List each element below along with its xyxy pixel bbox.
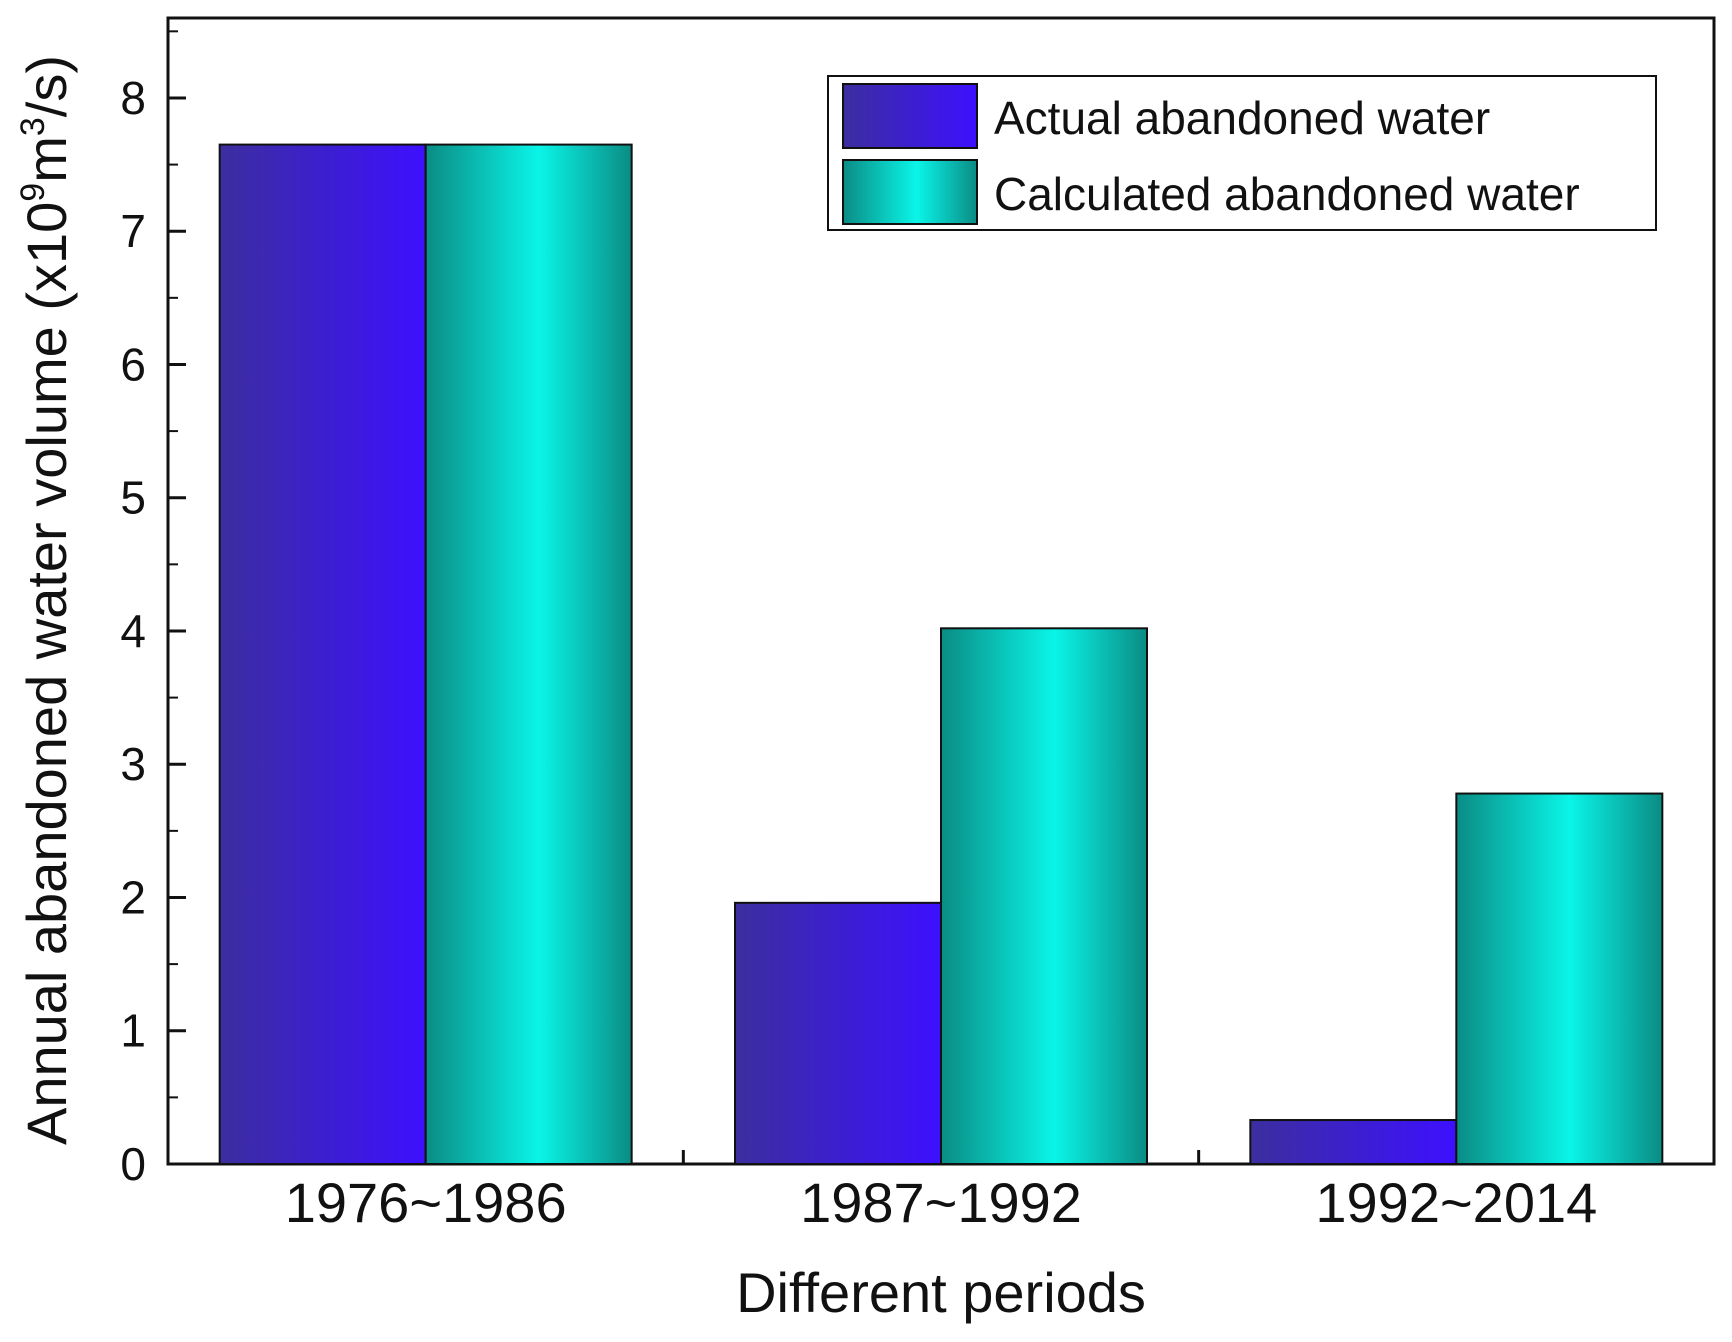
y-axis-ticks: 0 1 2 3 4 5 6 7 8 bbox=[120, 30, 186, 1190]
x-axis-title: Different periods bbox=[736, 1261, 1146, 1324]
legend: Actual abandoned water Calculated abando… bbox=[827, 75, 1657, 231]
y-tick-label: 7 bbox=[120, 205, 146, 257]
bar-actual-2 bbox=[734, 901, 942, 1165]
y-axis-title: Annual abandoned water volume (x109m3/s) bbox=[14, 55, 78, 1145]
y-tick-label: 2 bbox=[120, 871, 146, 923]
x-axis-ticks bbox=[681, 1150, 1201, 1164]
x-tick-label: 1976~1986 bbox=[285, 1171, 567, 1234]
bar-actual-3 bbox=[1249, 1119, 1458, 1166]
legend-label-calculated: Calculated abandoned water bbox=[994, 168, 1580, 220]
y-tick-label: 0 bbox=[120, 1138, 146, 1190]
legend-swatch-calculated bbox=[842, 159, 978, 225]
bars-group bbox=[218, 143, 1664, 1166]
y-tick-label: 5 bbox=[120, 472, 146, 524]
legend-label-actual: Actual abandoned water bbox=[994, 92, 1490, 144]
y-tick-label: 8 bbox=[120, 72, 146, 124]
y-tick-label: 3 bbox=[120, 738, 146, 790]
legend-swatch-actual bbox=[842, 83, 978, 149]
x-tick-label: 1987~1992 bbox=[800, 1171, 1082, 1234]
y-tick-label: 1 bbox=[120, 1005, 146, 1057]
y-axis-title-exp2: 3 bbox=[14, 117, 52, 136]
y-tick-label: 4 bbox=[120, 605, 146, 657]
y-axis-title-unit: m bbox=[15, 136, 78, 183]
bar-calculated-2 bbox=[940, 627, 1148, 1165]
bar-actual-1 bbox=[218, 143, 427, 1165]
y-axis-title-exp1: 9 bbox=[14, 183, 52, 202]
bar-calculated-3 bbox=[1455, 792, 1664, 1165]
x-tick-label: 1992~2014 bbox=[1315, 1171, 1597, 1234]
y-axis-title-tail: /s) bbox=[15, 55, 78, 117]
y-tick-label: 6 bbox=[120, 338, 146, 390]
bar-calculated-1 bbox=[424, 143, 633, 1165]
y-axis-title-main: Annual abandoned water volume (x10 bbox=[15, 202, 78, 1145]
